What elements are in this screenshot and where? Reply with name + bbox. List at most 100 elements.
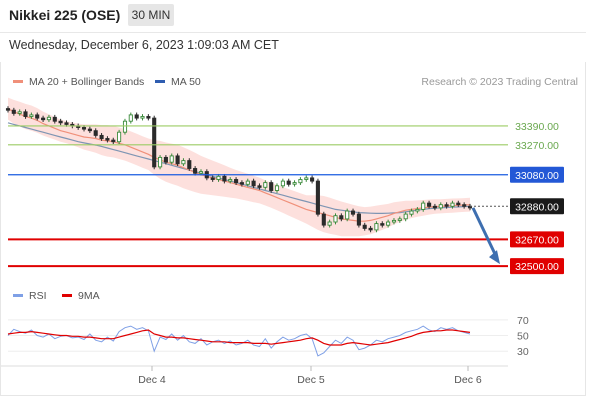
- rsi-line: [7, 325, 471, 357]
- rsi-tick-label: 50: [517, 331, 529, 343]
- candle-body: [216, 175, 221, 180]
- ma50-legend-label: MA 50: [171, 76, 201, 88]
- candle-body: [386, 221, 391, 226]
- candle-body: [134, 114, 139, 119]
- candle-body: [263, 182, 268, 188]
- candle-body: [158, 156, 163, 168]
- candle-body: [23, 111, 28, 117]
- candle-body: [234, 179, 239, 184]
- candle-body: [146, 116, 151, 119]
- level-label-bg: [510, 258, 564, 275]
- candle-body: [403, 213, 408, 220]
- candle-body: [456, 202, 461, 206]
- candle-body: [327, 221, 332, 226]
- candle-body: [315, 180, 320, 215]
- rsi9-line: [7, 329, 471, 346]
- price-layer: [5, 97, 473, 237]
- candle-body: [432, 205, 437, 209]
- candle-body: [122, 120, 128, 133]
- candle-body: [52, 116, 57, 122]
- candle-body: [29, 114, 34, 117]
- chart-header: Nikkei 225 (OSE) 30 MIN: [0, 0, 590, 32]
- candle-body: [321, 213, 326, 226]
- forecast-arrow-head: [489, 250, 500, 265]
- candle-body: [251, 180, 256, 187]
- candle-body: [140, 116, 145, 119]
- candle-body: [274, 185, 280, 191]
- candle-body: [280, 180, 285, 187]
- candle-body: [245, 180, 250, 185]
- candle-body: [228, 179, 233, 182]
- candle-body: [421, 202, 426, 210]
- candle-body: [298, 179, 303, 184]
- rsi-tick-label: 70: [517, 315, 529, 327]
- candle-body: [345, 210, 350, 220]
- candle-body: [397, 218, 402, 221]
- ma20-line: [7, 108, 471, 222]
- level-label: 32880.00: [515, 201, 559, 213]
- candle-body: [87, 128, 92, 132]
- level-label-bg: [510, 166, 564, 183]
- chart-datetime: Wednesday, December 6, 2023 1:09:03 AM C…: [9, 38, 279, 52]
- level-label: 32670.00: [515, 234, 559, 246]
- candle-body: [438, 204, 443, 209]
- rsi-legend-label: RSI: [29, 290, 47, 302]
- chart-legend: MA 20 + Bollinger Bands MA 50 Research ©…: [13, 76, 578, 88]
- candle-body: [210, 177, 215, 180]
- candle-body: [81, 127, 87, 130]
- candle-body: [175, 155, 180, 165]
- candle-body: [58, 120, 63, 124]
- ma50-legend-swatch: [155, 80, 165, 83]
- candle-body: [415, 208, 420, 212]
- candle-body: [310, 177, 315, 182]
- candle-body: [64, 122, 69, 125]
- candle-body: [99, 134, 104, 140]
- candle-body: [427, 202, 432, 207]
- candle-body: [117, 131, 122, 143]
- x-axis: Dec 4 Dec 5 Dec 6: [0, 365, 508, 386]
- level-label-bg: [510, 231, 564, 248]
- candle-body: [169, 155, 174, 163]
- candle-body: [222, 175, 227, 182]
- candle-body: [462, 204, 467, 207]
- candle-body: [409, 210, 414, 215]
- candle-body: [11, 109, 16, 114]
- candle-body: [356, 213, 361, 226]
- candle-body: [17, 111, 22, 114]
- bollinger-band: [8, 97, 470, 237]
- candle-body: [105, 138, 110, 141]
- candle-body: [333, 215, 338, 223]
- candle-body: [239, 182, 244, 185]
- levels-layer: 33390.00 33270.00 33080.00 32880.00 32670.00…: [8, 121, 564, 275]
- candle-body: [193, 168, 198, 174]
- timeframe-badge[interactable]: 30 MIN: [128, 4, 174, 26]
- header-divider: [0, 32, 586, 33]
- ma50-line: [7, 122, 471, 214]
- candle-body: [292, 182, 297, 185]
- candle-body: [35, 114, 40, 119]
- candle-body: [339, 215, 344, 220]
- candle-body: [163, 156, 168, 163]
- level-label: 33080.00: [515, 170, 559, 182]
- rsi9-legend-swatch: [62, 294, 72, 297]
- level-label: 33390.00: [515, 121, 559, 133]
- candle-body: [257, 185, 262, 188]
- candle-body: [41, 117, 46, 121]
- candle-body: [46, 116, 51, 121]
- candle-body: [198, 171, 204, 174]
- candle-body: [374, 223, 379, 231]
- x-tick-label: Dec 6: [454, 374, 482, 386]
- candle-body: [128, 114, 133, 122]
- level-label: 33270.00: [515, 140, 559, 152]
- ma20-legend-label: MA 20 + Bollinger Bands: [29, 76, 144, 88]
- rsi-legend: RSI 9MA: [13, 290, 100, 302]
- candle-body: [286, 180, 291, 185]
- candle-body: [304, 177, 309, 180]
- candle-body: [93, 130, 98, 136]
- candle-body: [152, 117, 157, 168]
- candle-body: [187, 160, 192, 169]
- rsi-legend-swatch: [13, 294, 23, 297]
- rsi9-legend-label: 9MA: [78, 290, 100, 302]
- x-tick-label: Dec 4: [138, 374, 166, 386]
